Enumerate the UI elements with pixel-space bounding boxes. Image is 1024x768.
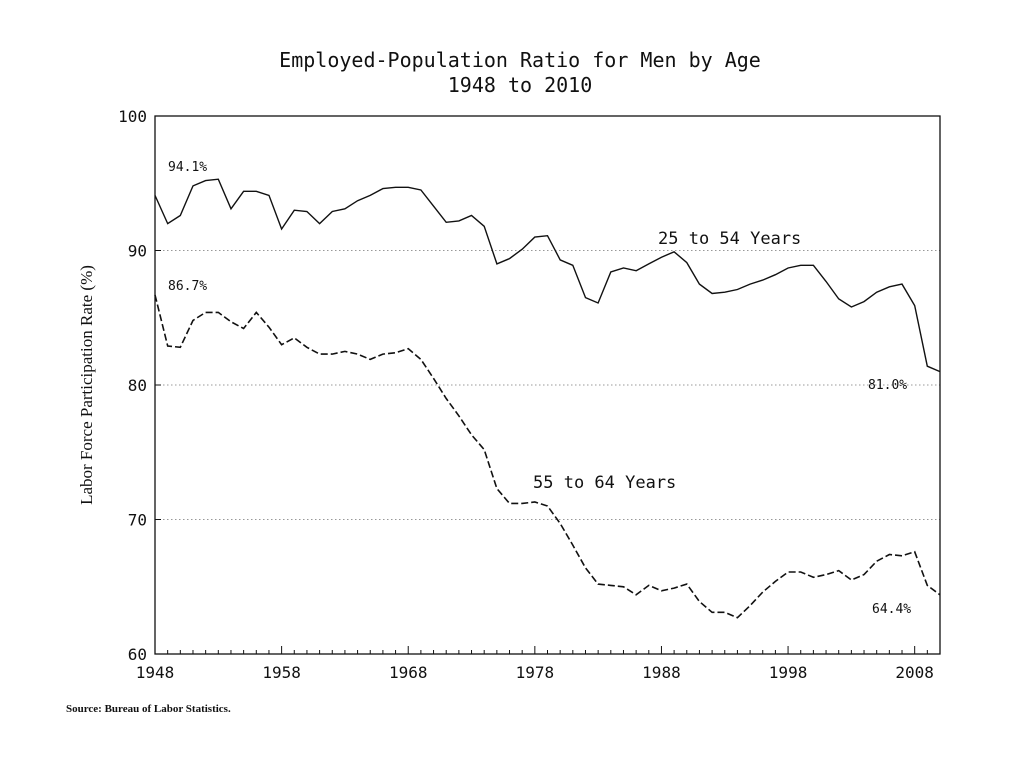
y-tick-label-60: 60 [128, 645, 147, 664]
series-2-label: 55 to 64 Years [533, 473, 676, 493]
y-axis: 60 70 80 90 100 [118, 107, 161, 664]
series-lines [154, 178, 941, 619]
x-tick-label-1968: 1968 [389, 663, 428, 682]
x-axis: 1948 1958 1968 1978 1988 1998 2008 [136, 646, 941, 682]
grid [155, 250, 940, 520]
x-tick-label-1948: 1948 [136, 663, 175, 682]
y-axis-label: Labor Force Participation Rate (%) [77, 265, 96, 505]
chart-subtitle: 1948 to 2010 [448, 73, 593, 97]
y-tick-label-90: 90 [128, 242, 147, 261]
x-tick-label-1978: 1978 [516, 663, 555, 682]
x-tick-label-1988: 1988 [642, 663, 681, 682]
series-1-end-label: 81.0% [868, 378, 907, 393]
y-tick-label-100: 100 [118, 107, 147, 126]
x-tick-label-2008: 2008 [895, 663, 934, 682]
series-1-start-label: 94.1% [168, 160, 207, 175]
chart-title: Employed-Population Ratio for Men by Age [279, 48, 761, 72]
x-tick-label-1998: 1998 [769, 663, 808, 682]
y-tick-label-70: 70 [128, 511, 147, 530]
series-2-start-label: 86.7% [168, 279, 207, 294]
series-line-1 [154, 178, 941, 373]
y-tick-label-80: 80 [128, 376, 147, 395]
series-2-end-label: 64.4% [872, 602, 911, 617]
x-tick-label-1958: 1958 [262, 663, 301, 682]
series-line-2 [154, 294, 941, 619]
source-note: Source: Bureau of Labor Statistics. [66, 703, 231, 715]
series-1-label: 25 to 54 Years [658, 229, 801, 249]
